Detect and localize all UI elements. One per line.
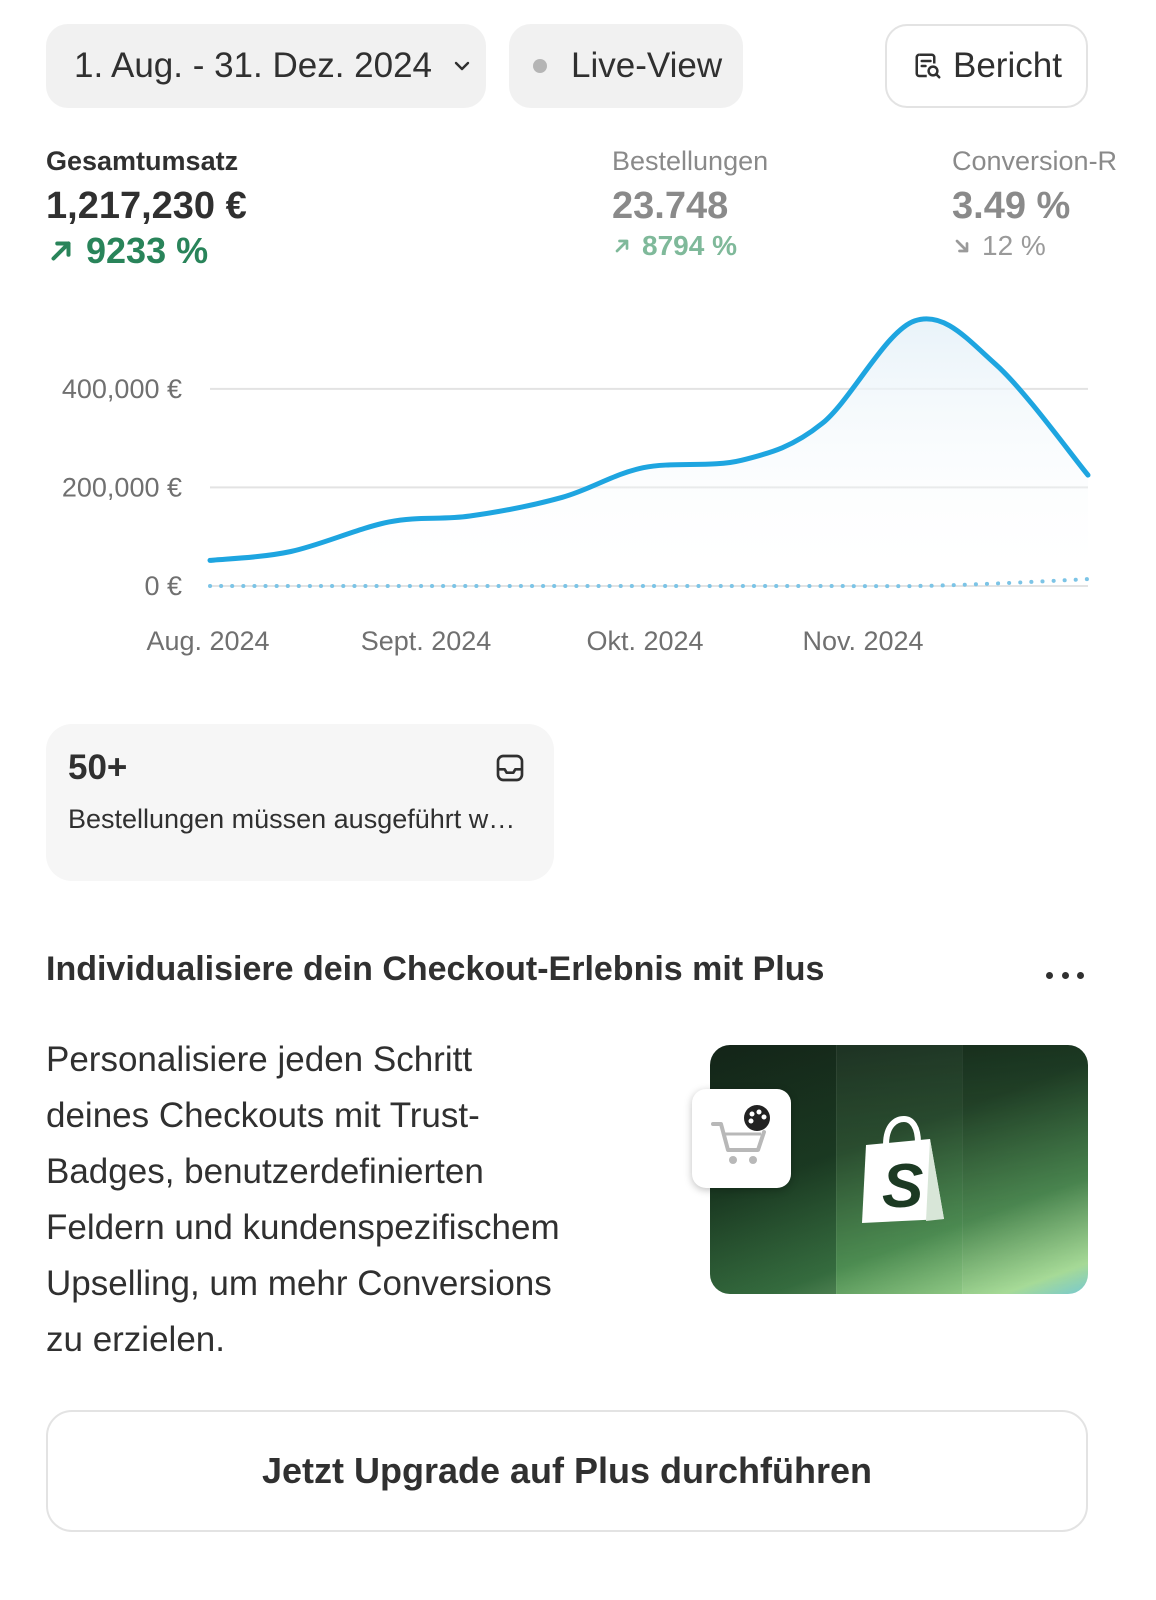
arrow-up-right-icon (615, 239, 629, 253)
metric-label: Gesamtumsatz (46, 146, 239, 176)
y-tick-label: 200,000 € (62, 472, 182, 502)
promo-line: Upselling, um mehr Conversions (46, 1264, 552, 1303)
metric-delta-value: 12 % (982, 230, 1046, 261)
inbox-icon (496, 754, 524, 782)
promo-line: Personalisiere jeden Schritt (46, 1040, 473, 1079)
promo-title: Individualisiere dein Checkout-Erlebnis … (46, 950, 825, 988)
promo-line: Badges, benutzerdefinierten (46, 1152, 484, 1191)
metric-delta-value: 9233 % (86, 230, 209, 271)
upgrade-plus-button[interactable]: Jetzt Upgrade auf Plus durchführen (46, 1410, 1088, 1532)
metric-value: 3.49 % (952, 185, 1071, 227)
promo-line: zu erzielen. (46, 1320, 225, 1359)
series-line-current (207, 316, 1091, 563)
metric-label: Conversion-R (952, 146, 1118, 176)
todo-count: 50+ (68, 748, 128, 787)
arrow-up-right-icon (51, 241, 71, 261)
metric-orders[interactable]: Bestellungen 23.748 8794 % (612, 146, 768, 262)
report-search-icon (915, 53, 941, 79)
date-range-label: 1. Aug. - 31. Dez. 2024 (74, 46, 433, 85)
x-tick-label: Okt. 2024 (586, 626, 703, 656)
orders-to-fulfill-card[interactable]: 50+ Bestellungen müssen ausgeführt werde… (46, 724, 554, 881)
metric-label: Bestellungen (612, 146, 769, 176)
metric-total-sales[interactable]: Gesamtumsatz 1,217,230 € 9233 % (46, 146, 247, 272)
dot-icon (1077, 971, 1084, 979)
cart-palette-tile (692, 1089, 791, 1188)
date-range-picker[interactable]: 1. Aug. - 31. Dez. 2024 (46, 24, 486, 108)
arrow-down-right-icon (955, 239, 969, 253)
shopify-bag-icon: S (862, 1115, 944, 1223)
series-line-comparison (208, 577, 1090, 589)
y-tick-label: 0 € (144, 571, 182, 601)
metric-delta: 12 % (952, 230, 1156, 262)
promo-line: deines Checkouts mit Trust- (46, 1096, 480, 1135)
image-band (962, 1045, 1088, 1294)
cart-palette-icon (710, 1104, 770, 1164)
live-status-dot-icon (533, 59, 547, 73)
report-button[interactable]: Bericht (885, 24, 1088, 108)
report-label: Bericht (953, 46, 1062, 85)
svg-text:S: S (882, 1152, 923, 1221)
promo-description: Personalisiere jeden Schritt deines Chec… (46, 1032, 636, 1368)
metric-value: 1,217,230 € (46, 185, 247, 227)
live-view-label: Live-View (571, 46, 723, 85)
dot-icon (1046, 971, 1053, 979)
sales-chart[interactable]: 0 € 200,000 € 400,000 € Aug. 2024 Sept. 202… (0, 290, 1156, 680)
dot-icon (1061, 971, 1069, 979)
metric-delta: 8794 % (612, 230, 768, 262)
promo-image: S (710, 1045, 1088, 1294)
x-tick-label: Sept. 2024 (361, 626, 492, 656)
metric-value: 23.748 (612, 185, 729, 227)
x-tick-label: Aug. 2024 (146, 626, 269, 656)
metric-delta-value: 8794 % (642, 230, 737, 261)
promo-line: Feldern und kundenspezifischem (46, 1208, 560, 1247)
series-area (210, 318, 1088, 586)
chevron-down-icon (454, 61, 470, 71)
metric-delta: 9233 % (46, 230, 247, 272)
y-tick-label: 400,000 € (62, 374, 182, 404)
live-view-button[interactable]: Live-View (509, 24, 743, 108)
todo-text: Bestellungen müssen ausgeführt werden (68, 804, 528, 834)
x-tick-label: Nov. 2024 (802, 626, 923, 656)
metric-conversion[interactable]: Conversion-R 3.49 % 12 % (952, 146, 1156, 262)
more-options-button[interactable] (1040, 960, 1090, 990)
